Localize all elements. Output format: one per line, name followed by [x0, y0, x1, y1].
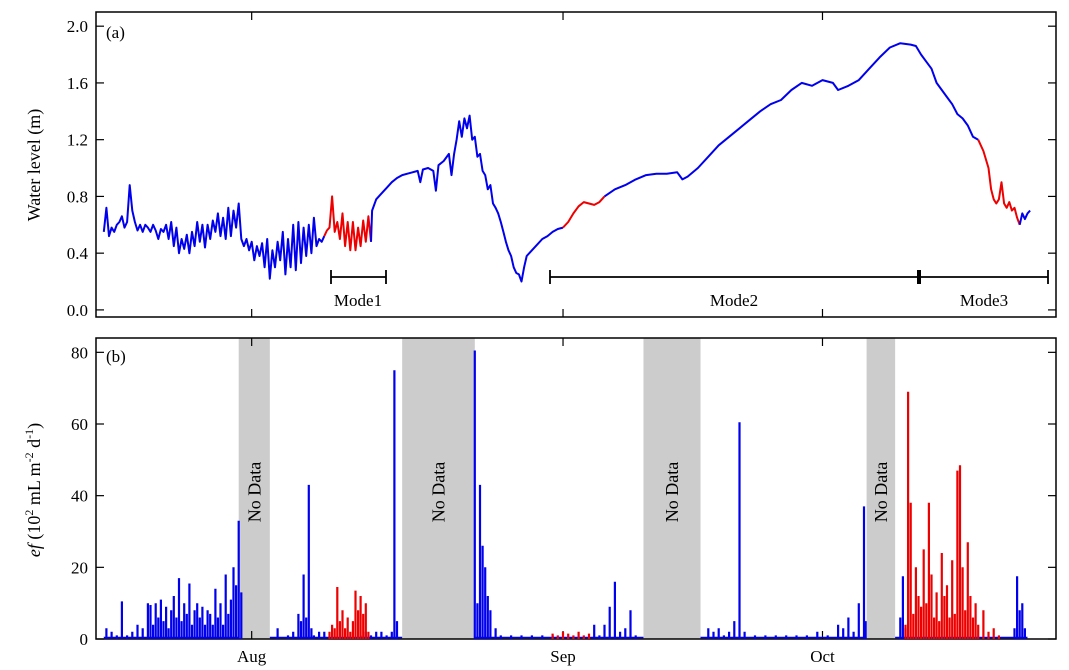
panel-b-x-ticks: Aug Sep Oct: [237, 338, 835, 666]
mode-label: Mode1: [334, 291, 382, 310]
mode-label: Mode2: [710, 291, 758, 310]
no-data-region: [643, 338, 701, 639]
panel-a-series: [102, 42, 1031, 283]
panel-a: (a) 0.0 0.4 0.8 1.2 1.6 2.0 Mode1 Mode2 Mode3 W…: [24, 11, 1057, 320]
no-data-label: No Data: [428, 462, 448, 522]
y-tick-label: 20: [71, 558, 88, 577]
y-tick-label: 1.2: [67, 131, 88, 150]
no-data-region: [402, 338, 475, 639]
y-tick-label: 1.6: [67, 74, 88, 93]
y-tick-label: 80: [71, 343, 88, 362]
water-level-series-4: [603, 42, 979, 198]
y-tick-label: 40: [71, 487, 88, 506]
x-tick-label: Aug: [237, 647, 267, 666]
y-tick-label: 2.0: [67, 17, 88, 36]
x-tick-label: Sep: [550, 647, 576, 666]
water-level-series-2: [370, 114, 564, 283]
water-level-series-3: [562, 195, 606, 229]
panel-b-frame: [95, 337, 1057, 640]
y-tick-label: 0.8: [67, 187, 88, 206]
water-level-series-6: [1018, 209, 1031, 226]
no-data-region: [238, 338, 270, 639]
ef-spikes-red: [328, 391, 1000, 639]
ef-spikes-blue: [105, 350, 1026, 639]
mode-label: Mode3: [960, 291, 1008, 310]
mode-brackets: Mode1 Mode2 Mode3: [330, 270, 1049, 310]
x-tick-label: Oct: [810, 647, 835, 666]
mode-divider: [917, 270, 921, 284]
no-data-region: [866, 338, 896, 639]
panel-b-tag: (b): [106, 347, 126, 366]
panel-b-y-ticks: 0 20 40 60 80: [71, 343, 1056, 649]
panel-b-y-axis-label: ef (102 mL m-2 d-1): [22, 423, 45, 557]
panel-b-series: [103, 350, 1028, 639]
panel-b: No Data No Data No Data No Data (b) 0 20 40 60…: [22, 337, 1057, 666]
y-tick-label: 60: [71, 415, 88, 434]
panel-a-frame: [95, 11, 1057, 318]
y-tick-label: 0.0: [67, 301, 88, 320]
panel-a-x-ticks: [251, 12, 824, 317]
panel-a-tag: (a): [106, 23, 125, 42]
panel-a-y-axis-label: Water level (m): [24, 109, 45, 222]
y-tick-label: 0.4: [67, 244, 89, 263]
water-level-series-0: [102, 184, 326, 280]
no-data-label: No Data: [871, 462, 891, 522]
no-data-label: No Data: [244, 462, 264, 522]
water-level-series-5: [977, 139, 1021, 226]
no-data-label: No Data: [662, 462, 682, 522]
water-level-series-1: [323, 195, 372, 252]
y-tick-label: 0: [80, 630, 89, 649]
no-data-regions: No Data No Data No Data No Data: [238, 338, 896, 639]
panel-a-y-ticks: 0.0 0.4 0.8 1.2 1.6 2.0: [67, 17, 1056, 320]
